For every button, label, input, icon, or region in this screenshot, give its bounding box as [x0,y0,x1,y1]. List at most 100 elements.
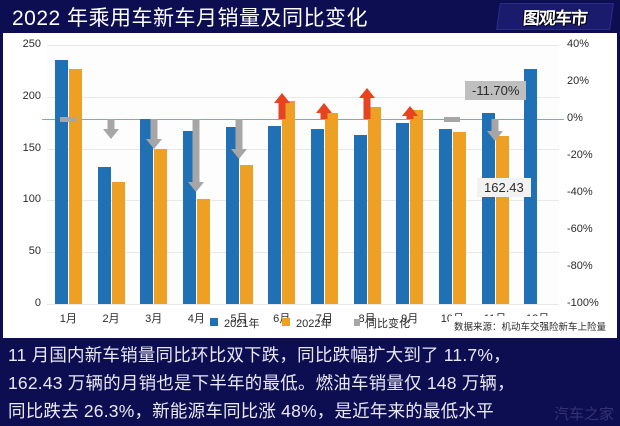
plot-area: 0 50 100 150 200 250 -100% -80% -60% -40% -20% 0% 20… [23,38,599,325]
bar-2022[interactable] [111,181,125,304]
change-arrow-down[interactable] [103,119,119,139]
change-arrow-up[interactable] [359,88,375,119]
change-arrow-down[interactable] [145,119,162,149]
bar-2022[interactable] [495,135,509,304]
bar-group[interactable] [268,45,296,304]
footer-commentary: 11 月国内新车销量同比环比双下跌，同比跌幅扩大到了 11.7%， 162.43… [0,341,620,426]
x-axis-label: 4月 [187,313,205,325]
change-arrow-down[interactable] [231,119,247,159]
bar-group[interactable] [310,45,338,304]
bar-2022[interactable] [410,110,424,304]
x-axis-label: 7月 [315,313,333,325]
legend-label-2022: 2022年 [296,318,332,330]
x-axis-label: 3月 [145,313,163,325]
y-axis-tick-left: 150 [22,141,41,154]
y-axis-tick-right: 0% [567,112,583,124]
bar-group[interactable] [225,45,253,304]
change-marker-flat[interactable] [444,117,461,122]
y-axis-tick-left: 50 [28,245,41,258]
arrow-head-up [359,88,375,99]
arrow-shaft [320,112,328,119]
change-arrow-down[interactable] [188,119,205,193]
bar-2021[interactable] [54,59,68,304]
brand-logo: 图观车市 [496,3,614,30]
legend-label-2021: 2021年 [224,318,260,330]
bar-2021[interactable] [268,125,282,304]
legend-item-2021[interactable]: 2021年 [209,315,260,331]
x-axis-label: 5月 [230,313,248,325]
y-axis-tick-right: -60% [567,223,593,235]
bar-2021[interactable] [97,167,111,304]
y-axis-tick-left: 100 [22,193,41,206]
bar-2022[interactable] [68,68,82,304]
arrow-head-down [145,138,162,149]
bar-2021[interactable] [225,126,239,304]
watermark: 汽车之家 [553,406,614,423]
change-arrow-up[interactable] [316,102,333,119]
y-axis-tick-left: 250 [22,38,41,50]
bar-group[interactable] [524,45,551,304]
brand-logo-text: 图观车市 [522,9,588,28]
bar-2022[interactable] [282,100,296,304]
bar-group[interactable] [438,45,466,304]
bar-2021[interactable] [481,113,495,304]
x-axis-label: 2月 [102,313,120,325]
change-arrow-up[interactable] [401,106,418,119]
gridline [47,96,559,98]
bar-2022[interactable] [196,199,210,304]
bar-2021[interactable] [182,131,196,304]
legend-item-change[interactable]: 同比变化 [353,315,410,331]
arrow-shaft [363,98,371,119]
chart-panel: 单位：万辆 050100150200250-100%-80%-60%-40%-2… [3,33,617,338]
y-axis-tick-left: 200 [22,89,41,102]
chart-legend: 2021年 2022年 同比变化 [3,314,617,332]
change-arrow-down[interactable] [487,119,503,141]
legend-item-2022[interactable]: 2022年 [281,315,332,331]
gridline [47,304,559,305]
change-arrow-up[interactable] [273,93,290,119]
arrow-shaft [278,103,286,119]
legend-swatch-change [353,319,360,326]
bar-2021[interactable] [140,118,154,304]
bar-group[interactable] [396,45,424,304]
y-axis-tick-right: -20% [567,149,593,161]
bar-2021[interactable] [396,122,410,304]
footer-line-3: 同比跌去 26.3%，新能源车同比涨 48%，是近年来的最低水平 [8,401,494,421]
y-axis-tick-right: -80% [567,260,593,272]
bar-2022[interactable] [154,148,168,304]
bar-2022[interactable] [239,165,253,304]
bar-group[interactable] [182,45,210,304]
bar-group[interactable] [353,45,381,304]
bar-2021[interactable] [310,128,324,304]
arrow-shaft [235,119,243,149]
gridline [47,252,559,254]
change-marker-flat[interactable] [60,117,77,122]
change-callout[interactable]: -11.70% [465,81,527,100]
y-axis-tick-right: -100% [567,297,599,309]
gridline [47,148,559,150]
arrow-head-up [401,106,418,117]
arrow-shaft [192,119,200,183]
bar-group[interactable] [97,45,125,304]
arrow-head-up [273,93,290,104]
y-axis-tick-right: -40% [567,186,593,198]
y-axis-tick-left: 0 [34,297,41,309]
bar-group[interactable] [54,45,82,304]
value-callout[interactable]: 162.43 [477,177,531,197]
page-title: 2022 年乘用车新车月销量及同比变化 [12,7,369,30]
bar-2022[interactable] [367,107,381,304]
zero-percent-line [42,119,564,120]
bar-2021[interactable] [438,128,452,304]
x-axis-label: 9月 [401,313,419,325]
y-axis-tick-right: 20% [567,75,590,87]
bar-group[interactable] [140,45,168,304]
arrow-head-down [231,148,247,159]
bar-2022[interactable] [324,113,338,304]
x-axis-label: 1月 [59,313,77,325]
bar-2021[interactable] [353,135,367,304]
y-axis-tick-right: 40% [567,38,590,50]
title-bar: 2022 年乘用车新车月销量及同比变化 图观车市 [0,0,620,32]
arrow-head-down [188,182,205,193]
bar-2022[interactable] [452,132,466,304]
